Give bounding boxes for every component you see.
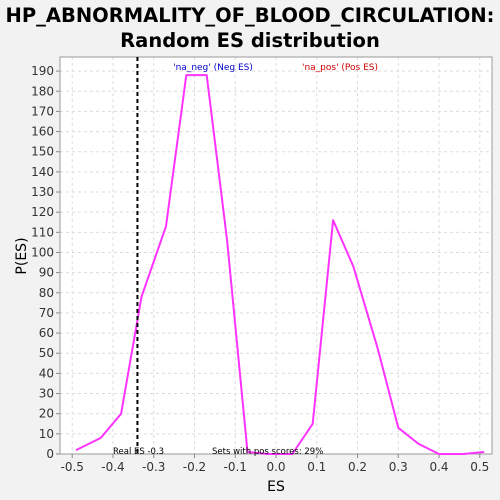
y-tick-label: 110 — [31, 225, 54, 239]
y-tick-label: 30 — [39, 387, 54, 401]
y-tick-label: 100 — [31, 245, 54, 259]
y-tick-label: 180 — [31, 84, 54, 98]
x-tick-label: -0.1 — [224, 460, 247, 474]
y-tick-label: 10 — [39, 427, 54, 441]
x-tick-label: -0.2 — [183, 460, 206, 474]
y-tick-label: 130 — [31, 185, 54, 199]
data-point — [120, 413, 122, 415]
y-tick-label: 160 — [31, 125, 54, 139]
data-point — [312, 423, 314, 425]
data-point — [438, 453, 440, 455]
real-es-label: Real ES -0.3 — [113, 447, 164, 457]
y-tick-label: 20 — [39, 407, 54, 421]
pos-scores-annotation: Sets with pos scores: 29% — [212, 447, 323, 457]
y-tick-label: 90 — [39, 266, 54, 280]
data-point — [206, 74, 208, 76]
x-tick-label: -0.5 — [61, 460, 84, 474]
data-point — [291, 453, 293, 455]
x-tick-label: 0.2 — [348, 460, 367, 474]
data-point — [462, 453, 465, 455]
data-point — [377, 348, 379, 350]
data-point — [483, 451, 485, 453]
y-tick-label: 150 — [31, 145, 54, 159]
data-point — [226, 239, 228, 241]
y-tick-label: 0 — [46, 447, 54, 461]
y-tick-label: 80 — [39, 286, 54, 300]
series-line-0 — [75, 74, 484, 455]
y-tick-label: 140 — [31, 165, 54, 179]
legend-neg: 'na_neg' (Neg ES) — [173, 63, 253, 73]
data-point — [100, 437, 102, 439]
x-tick-label: -0.4 — [101, 460, 124, 474]
x-tick-label: 0.1 — [307, 460, 326, 474]
x-tick-label: 0.0 — [266, 460, 285, 474]
chart-title-line-2: Random ES distribution — [120, 29, 380, 52]
x-tick-label: 0.4 — [429, 460, 448, 474]
legend-pos: 'na_pos' (Pos ES) — [302, 63, 378, 73]
x-tick-label: 0.5 — [470, 460, 489, 474]
labels-layer: 'na_neg' (Neg ES) 'na_pos' (Pos ES) Real… — [14, 63, 378, 495]
x-tick-label: 0.3 — [389, 460, 408, 474]
y-axis-label: P(ES) — [14, 237, 30, 274]
grid-lines — [60, 57, 492, 455]
y-tick-label: 40 — [39, 366, 54, 380]
chart-title: HP_ABNORMALITY_OF_BLOOD_CIRCULATION: Ran… — [0, 3, 500, 53]
y-tick-label: 170 — [31, 104, 54, 118]
chart-title-line-1: HP_ABNORMALITY_OF_BLOOD_CIRCULATION: — [5, 4, 495, 27]
data-point — [185, 74, 187, 76]
y-tick-label: 70 — [39, 306, 54, 320]
y-tick-label: 60 — [39, 326, 54, 340]
y-tick-label: 50 — [39, 346, 54, 360]
data-point — [267, 453, 269, 455]
data-point — [75, 449, 77, 451]
data-point — [332, 219, 334, 221]
data-point — [140, 296, 143, 298]
x-axis-label: ES — [267, 479, 285, 495]
data-point — [418, 443, 420, 445]
data-point — [246, 451, 249, 453]
axes: 0 10 20 30 40 50 60 70 80 90 100 110 120 130 140 150 160… — [31, 56, 493, 474]
series-layer — [75, 57, 485, 455]
data-point — [397, 427, 399, 429]
data-point — [352, 265, 355, 268]
x-tick-label: -0.3 — [142, 460, 165, 474]
y-tick-label: 120 — [31, 205, 54, 219]
data-point — [165, 225, 167, 227]
y-tick-label: 190 — [31, 64, 54, 78]
